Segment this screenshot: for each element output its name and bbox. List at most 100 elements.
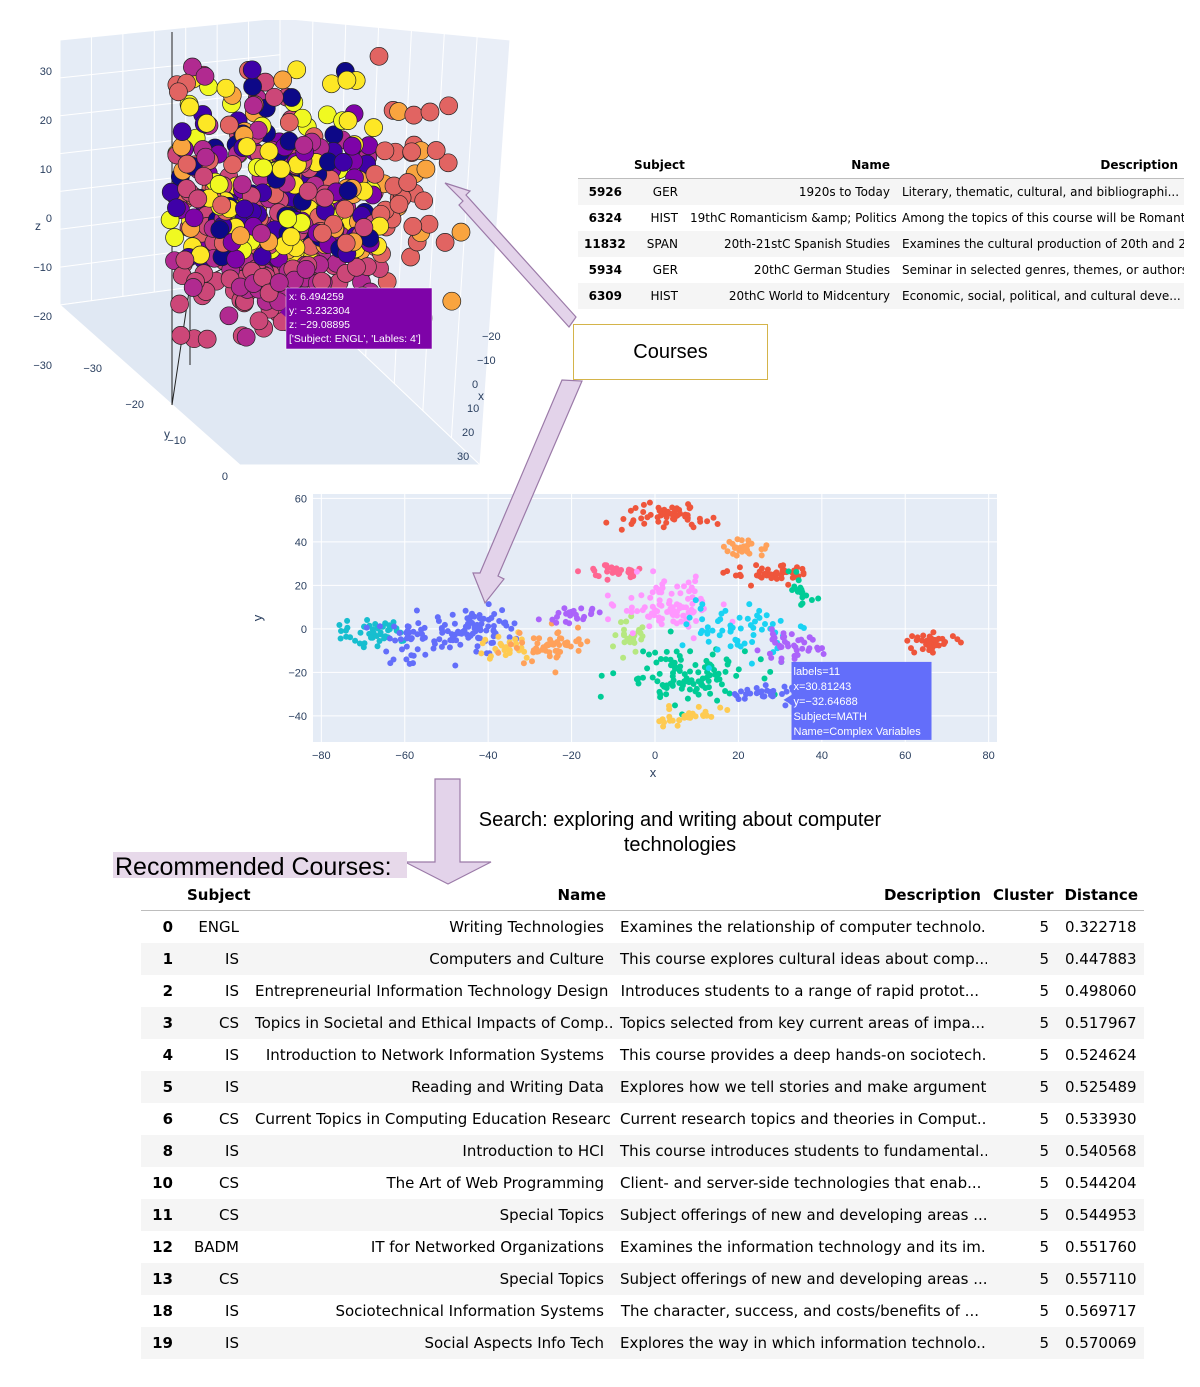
data-point bbox=[672, 665, 678, 672]
z-tick-label: 10 bbox=[40, 164, 52, 176]
data-point bbox=[446, 644, 453, 651]
table-row: 5926 GER 1920s to Today Literary, thematic,… bbox=[578, 178, 1184, 205]
data-point bbox=[707, 672, 714, 679]
data-point bbox=[718, 610, 725, 617]
table-cell: Explores how we tell stories and make ar… bbox=[620, 1078, 987, 1096]
data-point bbox=[669, 717, 676, 724]
data-point bbox=[763, 612, 770, 619]
data-point bbox=[630, 573, 637, 580]
data-point bbox=[364, 118, 383, 137]
data-point bbox=[685, 595, 691, 602]
data-point bbox=[681, 583, 687, 590]
data-point bbox=[676, 717, 683, 724]
data-point bbox=[773, 570, 780, 577]
data-point bbox=[681, 714, 688, 721]
data-point bbox=[476, 624, 483, 631]
data-point bbox=[785, 643, 792, 650]
y-tick-label: 40 bbox=[295, 537, 307, 549]
data-point bbox=[390, 619, 397, 626]
table-cell: Subject offerings of new and developing … bbox=[620, 1206, 987, 1224]
data-point bbox=[570, 607, 577, 614]
3d-tick-labels: 3020100−10−20−30z−30−20−1001020y−20−1001… bbox=[33, 66, 500, 480]
data-point bbox=[630, 518, 637, 525]
data-point bbox=[763, 542, 770, 549]
data-point bbox=[469, 630, 476, 637]
data-point bbox=[709, 651, 716, 658]
table-cell: 20th-21stC Spanish Studies bbox=[723, 237, 890, 251]
data-point bbox=[506, 634, 513, 641]
data-point bbox=[386, 635, 393, 642]
data-point bbox=[926, 644, 933, 651]
data-point bbox=[692, 597, 699, 604]
table-cell: HIST bbox=[650, 211, 678, 225]
data-point bbox=[732, 572, 739, 579]
data-point bbox=[508, 625, 515, 632]
data-point bbox=[677, 656, 684, 663]
data-point bbox=[704, 624, 711, 631]
scatter-3d-plot[interactable]: 3020100−10−20−30z−30−20−1001020y−20−1001… bbox=[30, 20, 510, 480]
data-point bbox=[252, 224, 271, 243]
data-point bbox=[577, 641, 584, 648]
data-point bbox=[287, 60, 307, 80]
data-point bbox=[414, 191, 434, 211]
data-point bbox=[410, 652, 417, 659]
data-point bbox=[633, 568, 640, 575]
data-point bbox=[483, 650, 490, 657]
data-point bbox=[376, 638, 383, 644]
data-point bbox=[415, 620, 422, 627]
data-point bbox=[209, 175, 229, 194]
data-point bbox=[692, 662, 699, 668]
data-point bbox=[465, 634, 472, 641]
data-point bbox=[691, 588, 698, 595]
data-point bbox=[773, 575, 780, 582]
courses-table: Subject Name Description 5926 GER 1920s to T… bbox=[578, 152, 1184, 309]
recommended-col-name: Name bbox=[247, 880, 612, 911]
data-point bbox=[780, 630, 787, 637]
data-point bbox=[499, 607, 506, 614]
data-point bbox=[819, 645, 825, 652]
data-point bbox=[931, 637, 938, 643]
data-point bbox=[398, 173, 418, 192]
data-point bbox=[313, 223, 332, 243]
data-point bbox=[414, 646, 421, 653]
data-point bbox=[716, 676, 723, 683]
data-point bbox=[692, 573, 699, 580]
data-point bbox=[777, 617, 784, 624]
data-point bbox=[758, 688, 765, 695]
table-cell: Client- and server-side technologies tha… bbox=[620, 1174, 982, 1192]
data-point bbox=[666, 706, 673, 713]
data-point bbox=[649, 674, 656, 681]
data-point bbox=[949, 633, 956, 640]
data-point bbox=[716, 632, 723, 639]
z-tick-label: 30 bbox=[40, 66, 52, 78]
data-point bbox=[762, 682, 769, 689]
data-point bbox=[231, 226, 250, 246]
data-point bbox=[724, 707, 731, 713]
data-point bbox=[500, 620, 507, 626]
data-point bbox=[744, 615, 751, 622]
data-point bbox=[419, 214, 439, 234]
data-point bbox=[177, 154, 197, 174]
data-point bbox=[281, 227, 301, 247]
data-point bbox=[271, 159, 291, 179]
data-point bbox=[667, 656, 674, 663]
data-point bbox=[342, 136, 362, 156]
data-point bbox=[604, 576, 611, 583]
data-point bbox=[544, 641, 551, 648]
data-point bbox=[279, 113, 299, 132]
data-point bbox=[670, 612, 677, 618]
x-tick-label: 80 bbox=[983, 750, 995, 762]
y-tick-label: −20 bbox=[125, 399, 144, 411]
table-cell: 5 bbox=[1039, 982, 1049, 1000]
data-point bbox=[741, 648, 748, 655]
data-point bbox=[575, 568, 581, 575]
data-point bbox=[557, 648, 564, 655]
data-point bbox=[756, 607, 763, 614]
scatter-2d-plot[interactable]: −80 −60 −40 −20 0 20 40 60 80 −40 −20 0 20 40 60 x y l… bbox=[250, 494, 1010, 784]
data-point bbox=[457, 641, 464, 648]
data-point bbox=[702, 708, 709, 715]
data-point bbox=[219, 306, 239, 326]
grid-line bbox=[59, 164, 281, 192]
recommended-col-distance: Distance bbox=[1057, 880, 1144, 911]
data-point bbox=[686, 686, 693, 693]
